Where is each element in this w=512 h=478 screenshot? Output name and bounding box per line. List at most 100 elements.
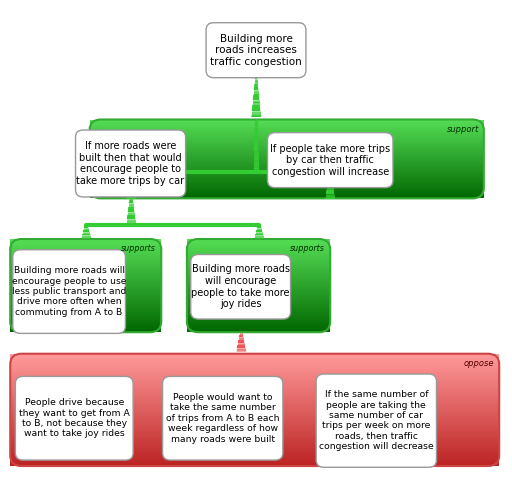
Bar bbox=[90, 131, 484, 132]
Bar bbox=[90, 150, 484, 151]
Bar bbox=[187, 279, 330, 280]
Bar bbox=[90, 195, 484, 196]
Bar bbox=[10, 385, 499, 386]
Bar bbox=[10, 441, 499, 442]
Bar bbox=[10, 439, 499, 441]
Bar bbox=[187, 294, 330, 295]
Bar bbox=[187, 327, 330, 329]
Bar bbox=[10, 394, 499, 396]
Bar bbox=[187, 254, 330, 255]
Bar bbox=[10, 295, 161, 296]
Bar bbox=[90, 124, 484, 125]
Bar bbox=[10, 445, 499, 446]
Bar bbox=[10, 268, 161, 269]
FancyBboxPatch shape bbox=[190, 254, 290, 319]
Bar bbox=[187, 295, 330, 296]
Bar bbox=[10, 263, 161, 265]
Bar bbox=[187, 330, 330, 331]
Bar bbox=[187, 316, 330, 317]
Bar bbox=[187, 240, 330, 241]
Bar bbox=[10, 415, 499, 417]
Bar bbox=[187, 252, 330, 253]
Bar bbox=[10, 449, 499, 451]
Bar bbox=[90, 160, 484, 161]
Bar bbox=[90, 140, 484, 141]
Bar bbox=[10, 452, 499, 454]
Bar bbox=[10, 359, 499, 361]
Bar bbox=[187, 269, 330, 271]
Bar bbox=[187, 288, 330, 289]
Bar bbox=[187, 331, 330, 332]
Bar bbox=[187, 310, 330, 311]
Bar bbox=[10, 239, 161, 240]
Bar bbox=[187, 323, 330, 324]
Bar bbox=[10, 305, 161, 306]
Bar bbox=[187, 329, 330, 330]
Bar bbox=[10, 308, 161, 309]
FancyBboxPatch shape bbox=[163, 377, 283, 460]
Bar bbox=[10, 245, 161, 246]
Bar bbox=[10, 400, 499, 402]
Bar bbox=[10, 448, 499, 449]
Bar bbox=[10, 456, 499, 457]
Bar bbox=[90, 196, 484, 197]
Text: If people take more trips
by car then traffic
congestion will increase: If people take more trips by car then tr… bbox=[270, 143, 390, 177]
FancyBboxPatch shape bbox=[267, 132, 393, 188]
Bar bbox=[187, 253, 330, 254]
Bar bbox=[187, 265, 330, 266]
Bar bbox=[187, 275, 330, 276]
Bar bbox=[10, 317, 161, 318]
Bar bbox=[187, 314, 330, 315]
Bar bbox=[90, 161, 484, 162]
Bar bbox=[187, 239, 330, 240]
Bar bbox=[10, 376, 499, 378]
Bar bbox=[90, 166, 484, 167]
Text: If more roads were
built then that would
encourage people to
take more trips by : If more roads were built then that would… bbox=[76, 141, 185, 186]
Text: supports: supports bbox=[290, 244, 325, 253]
Bar bbox=[10, 451, 499, 452]
Bar bbox=[187, 313, 330, 314]
Bar bbox=[187, 244, 330, 245]
Bar bbox=[10, 296, 161, 297]
Bar bbox=[10, 402, 499, 403]
Bar bbox=[90, 141, 484, 142]
Bar bbox=[187, 284, 330, 286]
Bar bbox=[10, 290, 161, 292]
Bar bbox=[10, 252, 161, 253]
Bar bbox=[90, 157, 484, 158]
Bar bbox=[187, 241, 330, 242]
Bar bbox=[10, 302, 161, 303]
Bar bbox=[10, 375, 499, 376]
Bar bbox=[90, 138, 484, 139]
Bar bbox=[10, 446, 499, 448]
Bar bbox=[90, 194, 484, 195]
Bar bbox=[10, 430, 499, 431]
Bar bbox=[187, 308, 330, 309]
Bar bbox=[187, 272, 330, 273]
Bar bbox=[90, 159, 484, 160]
FancyBboxPatch shape bbox=[316, 374, 436, 467]
Bar bbox=[90, 189, 484, 191]
Bar bbox=[10, 411, 499, 413]
Bar bbox=[10, 276, 161, 277]
Bar bbox=[10, 319, 161, 321]
Bar bbox=[187, 268, 330, 269]
Bar bbox=[10, 330, 161, 331]
Bar bbox=[10, 397, 499, 399]
Bar bbox=[187, 273, 330, 274]
Bar bbox=[10, 382, 499, 383]
Bar bbox=[90, 177, 484, 178]
Bar bbox=[10, 326, 161, 327]
Bar bbox=[187, 255, 330, 257]
Bar bbox=[10, 414, 499, 415]
Bar bbox=[90, 129, 484, 130]
Bar bbox=[90, 126, 484, 128]
Bar bbox=[10, 409, 499, 410]
Bar bbox=[187, 301, 330, 302]
Bar bbox=[90, 174, 484, 175]
Bar bbox=[10, 282, 161, 283]
Bar bbox=[90, 154, 484, 155]
Bar bbox=[187, 249, 330, 250]
Bar bbox=[10, 380, 499, 382]
Bar bbox=[10, 242, 161, 244]
